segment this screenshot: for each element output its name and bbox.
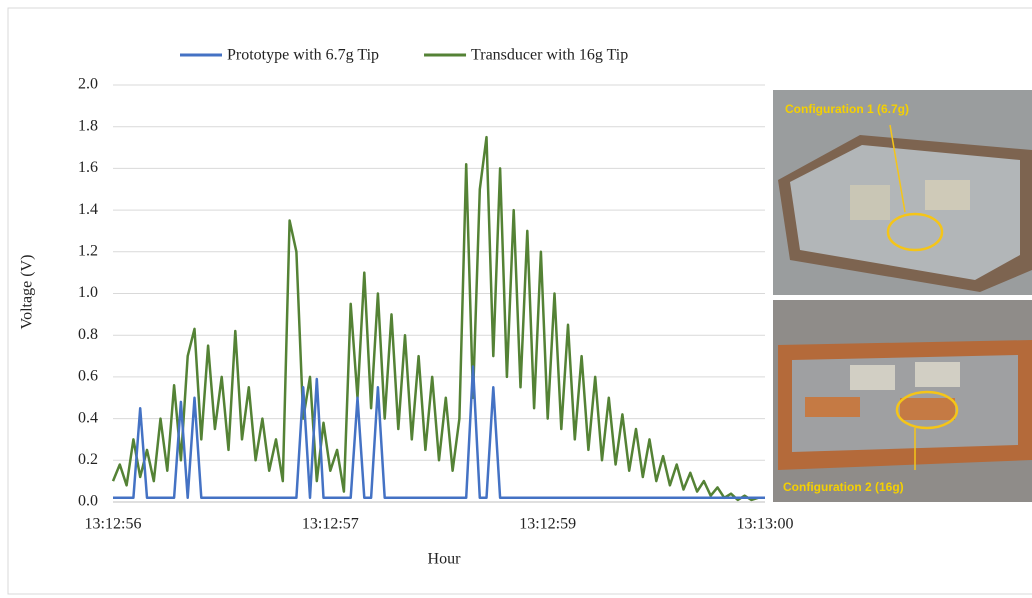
x-tick-label: 13:12:59 bbox=[519, 516, 576, 533]
y-tick-label: 1.4 bbox=[78, 201, 98, 218]
y-tick-label: 1.2 bbox=[78, 242, 98, 259]
y-tick-label: 2.0 bbox=[78, 76, 98, 93]
legend-label: Prototype with 6.7g Tip bbox=[227, 47, 379, 64]
y-tick-label: 0.2 bbox=[78, 451, 98, 468]
y-tick-label: 1.8 bbox=[78, 117, 98, 134]
annotation: Configuration 2 (16g) bbox=[783, 480, 904, 494]
y-tick-label: 0.0 bbox=[78, 493, 98, 510]
y-tick-label: 1.0 bbox=[78, 284, 98, 301]
y-axis-title: Voltage (V) bbox=[19, 255, 36, 330]
x-tick-label: 13:12:56 bbox=[85, 516, 142, 533]
y-tick-label: 0.8 bbox=[78, 326, 98, 343]
y-tick-label: 1.6 bbox=[78, 159, 98, 176]
data-line bbox=[113, 365, 765, 500]
x-axis-title: Hour bbox=[428, 551, 462, 568]
y-tick-label: 0.6 bbox=[78, 368, 98, 385]
legend-label: Transducer with 16g Tip bbox=[471, 47, 628, 64]
x-tick-label: 13:12:57 bbox=[302, 516, 359, 533]
photo-configuration-2 bbox=[773, 300, 1032, 502]
y-tick-label: 0.4 bbox=[78, 409, 98, 426]
annotation: Configuration 1 (6.7g) bbox=[785, 102, 909, 116]
data-line bbox=[111, 135, 765, 502]
photo-configuration-1 bbox=[773, 90, 1032, 295]
x-tick-label: 13:13:00 bbox=[737, 516, 794, 533]
